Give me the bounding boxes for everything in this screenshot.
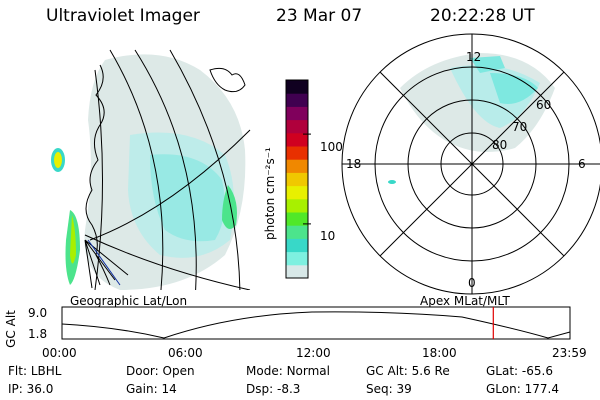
observation-time: 20:22:28 UT [430,6,535,26]
observation-date: 23 Mar 07 [276,6,363,26]
colorbar-band [286,106,308,121]
mlt-label-12: 12 [466,50,482,64]
glon-readout: GLon: 177.4 [486,382,559,396]
polar-plot [341,33,600,295]
ip-readout: IP: 36.0 [8,382,54,396]
time-tick-0600: 06:00 [168,346,203,360]
time-tick-0000: 00:00 [42,346,77,360]
colorbar-tick-10: 10 [320,229,336,243]
mlt-label-6: 6 [578,157,586,171]
colorbar-band [286,225,308,239]
colorbar-band [286,212,308,226]
seq-readout: Seq: 39 [366,382,412,396]
altitude-tick-high: 9.0 [28,306,48,320]
mlt-label-18: 18 [346,157,362,171]
colorbar [285,79,311,279]
colorbar-band [286,119,308,134]
colorbar-band [286,238,308,253]
mlat-label-70: 70 [512,120,528,134]
colorbar-band [286,146,308,160]
mlt-label-0: 0 [468,276,476,290]
mode-readout: Mode: Normal [246,364,330,378]
colorbar-band [286,80,308,94]
glat-readout: GLat: -65.6 [486,364,553,378]
altitude-tick-low: 1.8 [28,327,48,341]
colorbar-unit-label: photon cm⁻²s⁻¹ [263,147,277,240]
door-readout: Door: Open [126,364,195,378]
gain-readout: Gain: 14 [126,382,177,396]
filter-readout: Flt: LBHL [8,364,62,378]
colorbar-band [286,264,308,279]
altitude-axis-label: GC Alt [3,310,18,348]
colorbar-band [286,251,308,266]
colorbar-tick-100: 100 [320,140,343,154]
mlat-label-80: 80 [492,138,508,152]
colorbar-band [286,172,308,187]
geographic-image [51,49,251,290]
instrument-title: Ultraviolet Imager [46,6,200,26]
altitude-timeline [61,306,571,340]
colorbar-band [286,93,308,107]
gcalt-readout: GC Alt: 5.6 Re [366,364,450,378]
mlat-label-60: 60 [536,98,552,112]
dsp-readout: Dsp: -8.3 [246,382,301,396]
colorbar-band [286,198,308,213]
polar-caption: Apex MLat/MLT [420,294,510,308]
colorbar-band [286,132,308,147]
time-tick-2359: 23:59 [552,346,587,360]
time-tick-1800: 18:00 [422,346,457,360]
geographic-caption: Geographic Lat/Lon [70,294,188,308]
colorbar-band [286,159,308,173]
time-tick-1200: 12:00 [296,346,331,360]
colorbar-band [286,185,308,200]
